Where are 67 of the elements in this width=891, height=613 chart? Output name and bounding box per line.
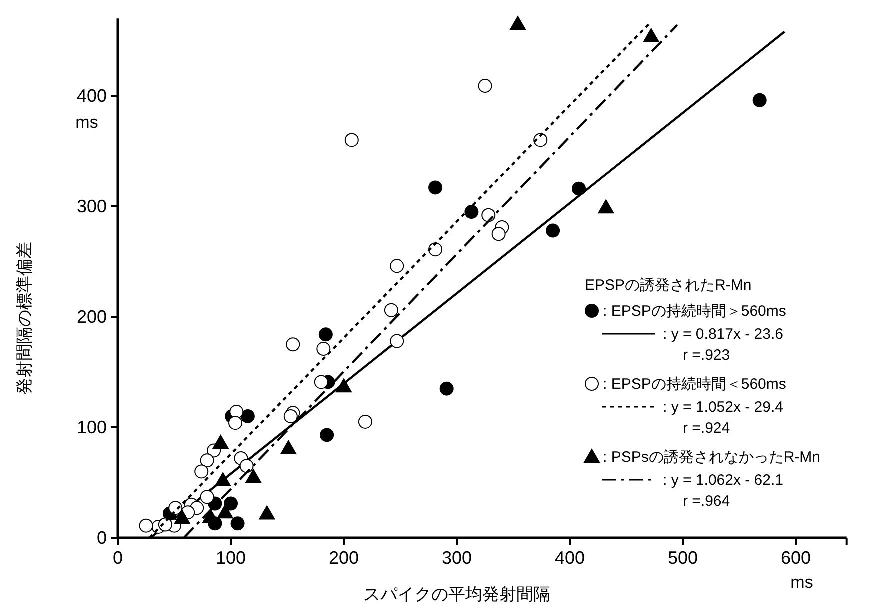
x-tick-label: 300 — [442, 548, 472, 568]
point — [200, 454, 214, 468]
point — [344, 133, 359, 148]
point — [546, 224, 560, 238]
point — [390, 259, 404, 274]
point — [572, 182, 586, 196]
point — [320, 428, 334, 442]
point — [478, 79, 492, 94]
annotation: r =.924 — [683, 420, 730, 437]
point — [440, 382, 454, 396]
point — [194, 464, 209, 479]
annotation: r =.964 — [683, 493, 730, 510]
point — [228, 416, 243, 430]
point — [259, 506, 276, 520]
point — [240, 409, 255, 424]
point — [492, 227, 506, 242]
text: ms — [76, 113, 98, 132]
point — [428, 242, 443, 257]
x-tick-label: 500 — [668, 548, 698, 568]
point — [174, 510, 190, 524]
legend-label: : y = 1.052x - 29.4 — [663, 399, 784, 416]
point — [318, 328, 333, 342]
x-tick-label: 400 — [554, 548, 586, 568]
y-tick-label: 0 — [96, 528, 107, 548]
point — [246, 469, 262, 484]
y-axis-title: 発射間隔の標準偏差 — [15, 242, 34, 395]
point — [314, 375, 328, 390]
y-tick-label: 200 — [76, 307, 107, 327]
legend-label: : y = 0.817x - 23.6 — [663, 326, 784, 343]
x-axis-title: スパイクの平均発射間隔 — [364, 585, 550, 604]
y-tick-label: 300 — [76, 196, 107, 216]
point — [390, 334, 404, 348]
point — [240, 459, 254, 474]
y-tick-label: 400 — [76, 86, 107, 106]
point — [598, 200, 614, 214]
point — [212, 434, 229, 449]
legend-label: : EPSPの持続時間＜560ms — [603, 376, 786, 393]
point — [284, 409, 298, 424]
annotation: r =.923 — [683, 347, 730, 364]
point — [230, 405, 244, 420]
point — [643, 28, 660, 42]
point — [215, 472, 232, 487]
legend-title: EPSPの誘発されたR-Mn — [585, 277, 752, 294]
point — [316, 342, 331, 356]
point — [384, 303, 398, 318]
point — [224, 496, 238, 511]
point — [428, 180, 443, 195]
text: ms — [790, 573, 814, 592]
x-tick-label: 600 — [780, 548, 812, 568]
point — [217, 504, 234, 519]
point — [358, 414, 372, 429]
x-tick-label: 0 — [112, 548, 124, 568]
point — [200, 490, 214, 504]
point — [286, 338, 300, 352]
y-tick-label: 100 — [76, 418, 107, 438]
point — [336, 378, 352, 393]
legend-label: : y = 1.062x - 62.1 — [663, 472, 784, 489]
point — [139, 518, 154, 533]
point — [510, 16, 526, 30]
point — [464, 205, 479, 220]
x-tick-label: 100 — [216, 548, 246, 568]
legend-label: : EPSPの持続時間＞560ms — [603, 303, 786, 320]
point — [752, 93, 767, 108]
x-tick-label: 200 — [328, 548, 360, 568]
point — [230, 516, 245, 531]
point — [280, 440, 297, 454]
legend-label: : PSPsの誘発されなかったR-Mn — [603, 449, 821, 466]
